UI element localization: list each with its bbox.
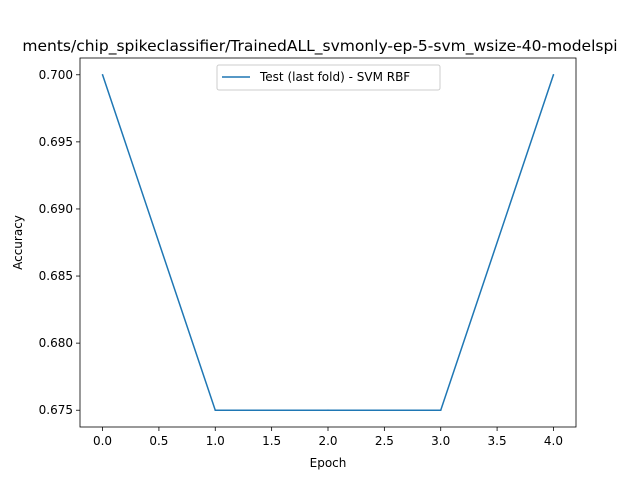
y-tick-label: 0.695 <box>39 135 73 149</box>
x-tick-label: 0.0 <box>93 434 112 448</box>
data-point <box>439 409 442 412</box>
plot-area <box>101 73 555 412</box>
y-tick-label: 0.675 <box>39 403 73 417</box>
x-tick-label: 1.5 <box>262 434 281 448</box>
x-axis-ticks: 0.0 0.5 1.0 1.5 2.0 2.5 3.0 3.5 4.0 <box>93 427 563 448</box>
data-point <box>327 409 329 412</box>
y-axis-label: Accuracy <box>11 215 25 270</box>
data-point <box>101 73 104 76</box>
data-point <box>552 73 555 76</box>
legend-box <box>216 64 441 91</box>
x-tick-label: 2.5 <box>375 434 394 448</box>
y-tick-label: 0.685 <box>39 269 73 283</box>
y-tick-label: 0.690 <box>39 202 73 216</box>
legend: Test (last fold) - SVM RBF <box>216 64 441 91</box>
x-tick-label: 0.5 <box>149 434 168 448</box>
y-tick-label: 0.700 <box>39 68 73 82</box>
x-tick-label: 2.0 <box>318 434 337 448</box>
legend-label: Test (last fold) - SVM RBF <box>259 70 410 84</box>
y-axis-ticks: 0.675 0.680 0.685 0.690 0.695 0.700 <box>39 68 80 417</box>
x-tick-label: 1.0 <box>206 434 225 448</box>
x-tick-label: 3.0 <box>431 434 450 448</box>
x-tick-label: 3.5 <box>488 434 507 448</box>
chart-title: ments/chip_spikeclassifier/TrainedALL_sv… <box>22 37 617 56</box>
x-tick-label: 4.0 <box>544 434 563 448</box>
axes-frame <box>79 57 577 428</box>
series-line <box>101 74 555 411</box>
x-axis-label: Epoch <box>310 456 347 470</box>
y-tick-label: 0.680 <box>39 336 73 350</box>
data-point <box>214 409 217 412</box>
